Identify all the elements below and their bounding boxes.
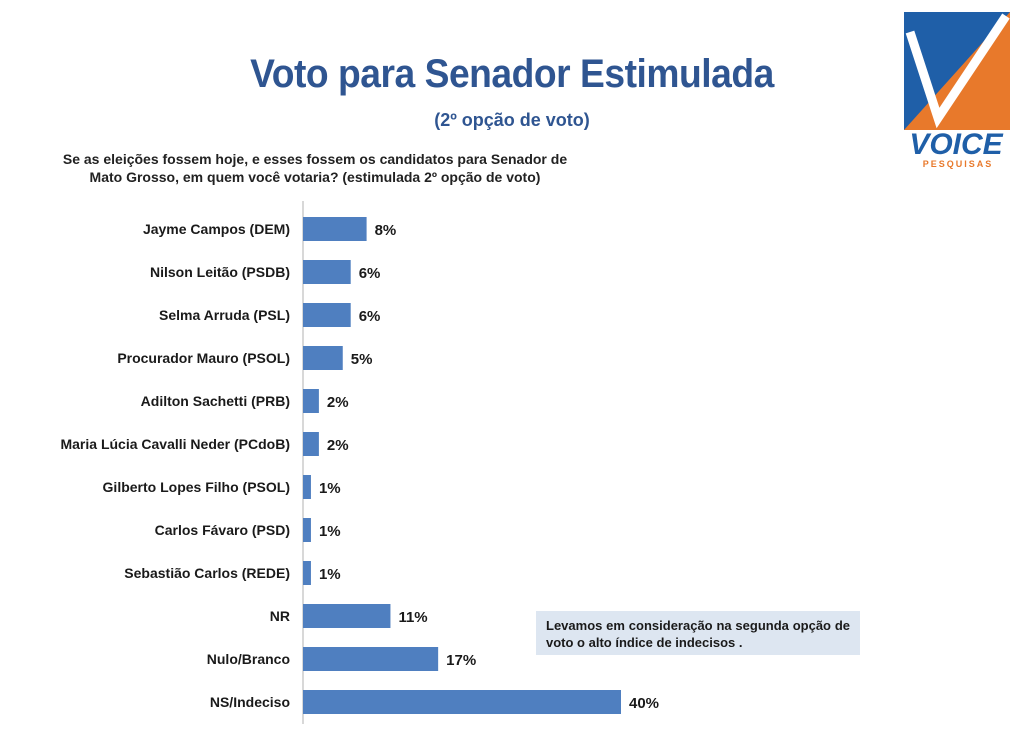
- data-label: 2%: [327, 437, 349, 454]
- category-label: Sebastião Carlos (REDE): [124, 565, 290, 581]
- bar: [303, 475, 311, 499]
- bar: [303, 389, 319, 413]
- bar-series: Jayme Campos (DEM) 8% Nilson Leitão (PSDB)…: [60, 217, 659, 714]
- chart-title: Voto para Senador Estimulada: [250, 52, 774, 96]
- bar: [303, 217, 367, 241]
- data-label: 1%: [319, 480, 341, 497]
- note-box: Levamos em consideração na segunda opção…: [536, 611, 860, 655]
- category-label: Nulo/Branco: [207, 651, 290, 667]
- chart-subtitle: (2º opção de voto): [434, 110, 590, 130]
- category-label: Carlos Fávaro (PSD): [155, 522, 290, 538]
- data-label: 5%: [351, 351, 373, 368]
- category-label: Procurador Mauro (PSOL): [117, 350, 290, 366]
- logo-name: VOICE: [909, 128, 1003, 161]
- data-label: 17%: [446, 652, 476, 669]
- bar: [303, 432, 319, 456]
- category-label: NR: [270, 608, 290, 624]
- data-label: 1%: [319, 566, 341, 583]
- voice-pesquisas-logo: VOICE PESQUISAS: [904, 12, 1010, 169]
- data-label: 11%: [398, 609, 427, 626]
- bar: [303, 346, 343, 370]
- category-label: Maria Lúcia Cavalli Neder (PCdoB): [60, 436, 290, 452]
- bar: [303, 690, 621, 714]
- bar: [303, 260, 351, 284]
- logo-check-mark: [905, 13, 1010, 129]
- data-label: 40%: [629, 695, 659, 712]
- category-label: Adilton Sachetti (PRB): [141, 393, 290, 409]
- survey-question: Se as eleições fossem hoje, e esses foss…: [62, 151, 568, 185]
- data-label: 2%: [327, 394, 349, 411]
- category-label: Selma Arruda (PSL): [159, 307, 290, 323]
- data-label: 1%: [319, 523, 341, 540]
- data-label: 6%: [359, 308, 381, 325]
- data-label: 6%: [359, 265, 381, 282]
- category-label: Jayme Campos (DEM): [143, 221, 290, 237]
- bar: [303, 647, 439, 671]
- category-label: Nilson Leitão (PSDB): [150, 264, 290, 280]
- bar-chart: Jayme Campos (DEM) 8% Nilson Leitão (PSDB)…: [60, 201, 659, 724]
- logo-tagline: PESQUISAS: [923, 159, 994, 169]
- bar: [303, 303, 351, 327]
- data-label: 8%: [375, 222, 397, 239]
- bar: [303, 604, 391, 628]
- category-label: NS/Indeciso: [210, 694, 290, 710]
- category-label: Gilberto Lopes Filho (PSOL): [103, 479, 290, 495]
- bar: [303, 518, 311, 542]
- bar: [303, 561, 311, 585]
